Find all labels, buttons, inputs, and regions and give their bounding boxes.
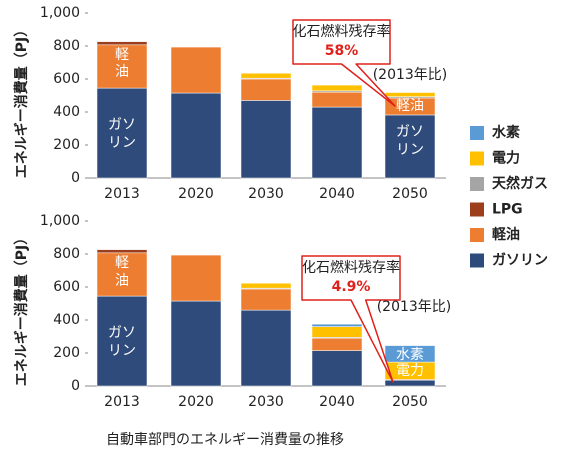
legend-swatch — [470, 228, 484, 242]
bar-segment — [312, 85, 362, 91]
bar-label: リン — [108, 343, 136, 359]
x-tick-label: 2040 — [319, 186, 355, 202]
bar-label: 軽 — [115, 47, 129, 63]
y-tick-label: 400 — [53, 104, 80, 120]
bar-segment — [97, 88, 147, 178]
bar-label: リン — [396, 142, 424, 158]
bar-segment — [312, 327, 362, 338]
callout-title: 化石燃料残存率 — [302, 259, 400, 276]
caption: 自動車部門のエネルギー消費量の推移 — [106, 431, 344, 448]
bar-label: 水素 — [396, 347, 424, 363]
bar-segment — [97, 250, 147, 253]
bar-label: ガソ — [108, 325, 136, 341]
bar-segment — [171, 93, 221, 178]
y-tick-label: 200 — [53, 137, 80, 153]
callout-value: 4.9% — [332, 279, 371, 295]
y-tick-label: 600 — [53, 279, 80, 295]
bar-segment — [171, 301, 221, 386]
legend-swatch — [470, 254, 484, 268]
x-tick-label: 2050 — [392, 186, 428, 202]
bar-segment — [241, 79, 291, 100]
x-tick-label: 2020 — [178, 394, 214, 410]
legend-label: 軽油 — [492, 226, 520, 243]
bar-label: ガソ — [108, 117, 136, 133]
bar-label: リン — [108, 135, 136, 151]
x-tick-label: 2013 — [104, 186, 140, 202]
bar-segment — [312, 338, 362, 350]
x-tick-label: 2040 — [319, 394, 355, 410]
callout-value: 58% — [325, 43, 359, 59]
bar-label: ガソ — [396, 124, 424, 140]
bar-segment — [241, 289, 291, 310]
legend-swatch — [470, 126, 484, 140]
x-tick-label: 2020 — [178, 186, 214, 202]
bar-segment — [385, 93, 435, 97]
bar-segment — [241, 310, 291, 386]
bar-segment — [312, 107, 362, 178]
legend-swatch — [470, 152, 484, 166]
y-tick-label: 400 — [53, 312, 80, 328]
x-tick-label: 2050 — [392, 394, 428, 410]
bar-segment — [241, 73, 291, 78]
bar-label: 電力 — [396, 363, 424, 379]
bar-segment — [97, 42, 147, 45]
y-tick-label: 200 — [53, 345, 80, 361]
x-tick-label: 2030 — [248, 186, 284, 202]
legend-label: 電力 — [492, 150, 520, 167]
bar-label: 軽 — [115, 255, 129, 271]
bar-segment — [97, 296, 147, 386]
bar-label: 油 — [115, 64, 129, 80]
y-tick-label: 800 — [53, 246, 80, 262]
callout-note: (2013年比) — [373, 67, 448, 83]
legend-swatch — [470, 203, 484, 217]
bar-segment — [312, 351, 362, 386]
callout-note: (2013年比) — [377, 299, 452, 315]
bar-segment — [241, 100, 291, 178]
bar-segment — [312, 92, 362, 107]
callout-title: 化石燃料残存率 — [293, 23, 391, 40]
legend-label: LPG — [492, 202, 523, 218]
bar-segment — [312, 324, 362, 326]
y-tick-label: 0 — [71, 378, 80, 394]
bar-label: 油 — [115, 273, 129, 289]
y-tick-label: 800 — [53, 38, 80, 54]
legend-label: ガソリン — [492, 253, 548, 269]
x-tick-label: 2030 — [248, 394, 284, 410]
bar-segment — [171, 47, 221, 93]
x-tick-label: 2013 — [104, 394, 140, 410]
y-tick-label: 600 — [53, 71, 80, 87]
bar-segment — [241, 283, 291, 288]
y-tick-label: 0 — [71, 170, 80, 186]
y-tick-label: 1,000 — [40, 213, 80, 229]
y-axis-label: エネルギー消費量（PJ） — [13, 231, 30, 386]
legend-label: 天然ガス — [492, 175, 548, 192]
bar-segment — [171, 255, 221, 301]
legend-label: 水素 — [492, 124, 520, 141]
bar-label: 軽油 — [396, 98, 424, 114]
y-tick-label: 1,000 — [40, 5, 80, 21]
legend-swatch — [470, 177, 484, 191]
y-axis-label: エネルギー消費量（PJ） — [13, 23, 30, 178]
